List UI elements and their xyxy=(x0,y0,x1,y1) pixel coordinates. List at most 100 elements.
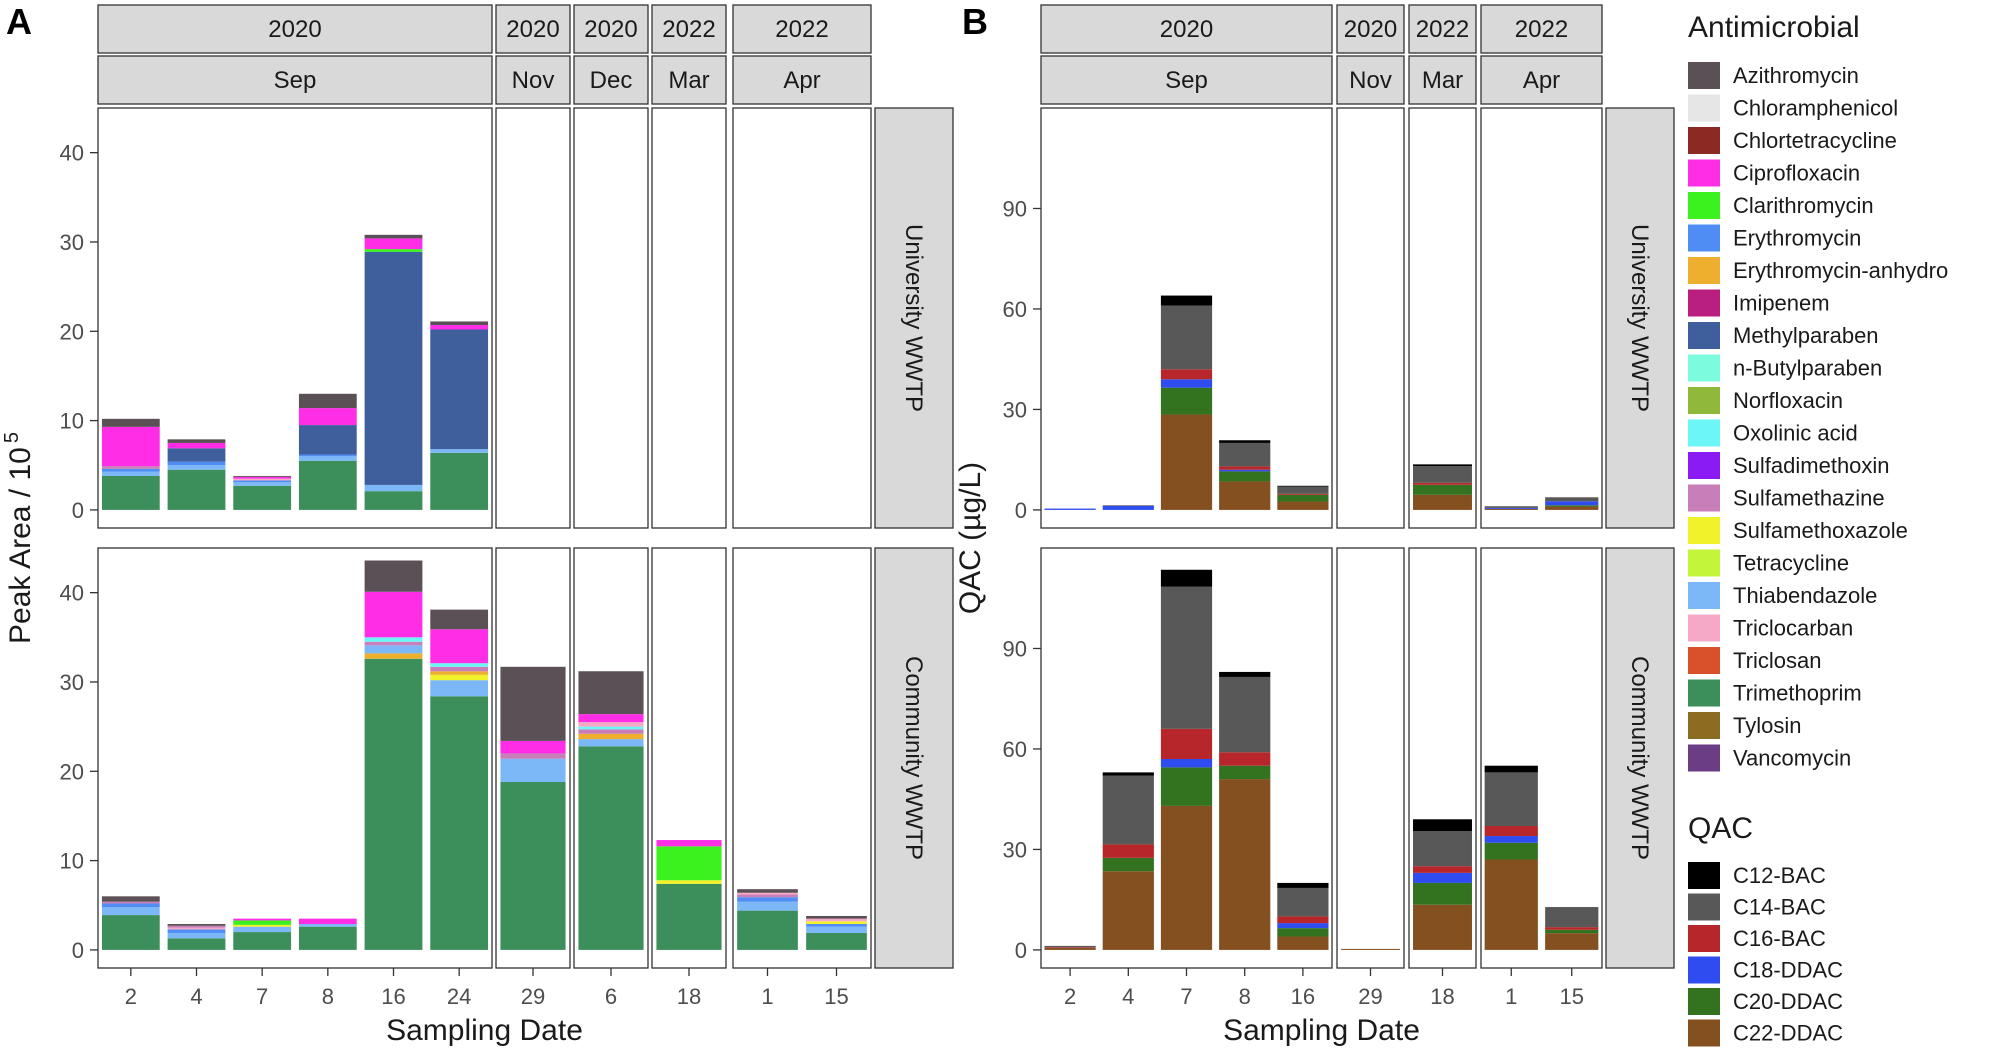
bar-segment-c22-ddac xyxy=(1545,933,1599,950)
bar-segment-c20-ddac xyxy=(1219,765,1271,780)
bar-segment-azithromycin xyxy=(430,321,489,326)
bar-segment-thiabendazole xyxy=(101,471,160,476)
legend-swatch xyxy=(1688,257,1720,284)
bar-segment-c20-ddac xyxy=(1160,767,1213,806)
bar-segment-c16-bac xyxy=(1413,866,1472,873)
facet-month-label: Mar xyxy=(1422,67,1463,94)
bar-segment-c14-bac xyxy=(1219,442,1271,467)
bar-segment-c18-ddac xyxy=(1102,505,1154,510)
facet-strip-year xyxy=(1408,4,1477,54)
panel-b: 2020 Sep 2020 Nov 2022 Mar 2022 Apr 0 30 60 90 Unive… xyxy=(954,4,1675,1047)
bar-segment-azithromycin xyxy=(364,234,423,239)
bar-segment-c12-bac xyxy=(1160,295,1213,306)
facet-panel xyxy=(732,107,872,529)
x-tick-label: 6 xyxy=(605,984,617,1009)
x-tick-label: 4 xyxy=(1122,984,1134,1009)
facet-strip-year xyxy=(573,4,649,54)
y-tick-label: 20 xyxy=(60,759,84,784)
facet-year-label: 2022 xyxy=(775,16,828,43)
bar-segment-c18-ddac xyxy=(1484,507,1538,509)
legend-swatch xyxy=(1688,956,1720,984)
y-axis-title: Peak Area / 10 5 xyxy=(1,432,37,644)
x-tick-label: 7 xyxy=(1180,984,1192,1009)
bar-segment-ciprofloxacin xyxy=(364,591,423,638)
x-tick-label: 15 xyxy=(824,984,848,1009)
bar-segment-c16-bac xyxy=(1044,947,1096,948)
facet-year-label: 2022 xyxy=(662,16,715,43)
bar-segment-sulfamethoxazole xyxy=(430,674,489,681)
legend-swatch xyxy=(1688,614,1720,642)
facet-year-label: 2020 xyxy=(1160,16,1213,43)
panel-letter-a: A xyxy=(6,1,32,42)
facet-month-label: Apr xyxy=(1523,67,1560,94)
bar-segment-thiabendazole xyxy=(500,758,566,783)
bar-segment-thiabendazole xyxy=(364,645,423,654)
legend-label: C20-DDAC xyxy=(1733,989,1843,1014)
bar-segment-thiabendazole xyxy=(298,924,357,927)
bar-segment-c14-bac xyxy=(1545,498,1599,502)
bar-segment-ciprofloxacin xyxy=(500,740,566,754)
x-axis-title: Sampling Date xyxy=(1223,1014,1420,1047)
bar-segment-c18-ddac xyxy=(1545,501,1599,506)
bar-segment-sulfamethazine xyxy=(578,729,644,734)
bar-segment-c16-bac xyxy=(1160,369,1213,380)
bar-segment-c22-ddac xyxy=(1160,414,1213,510)
bar-segment-erythromycin xyxy=(298,454,357,457)
legend-swatch xyxy=(1688,925,1720,952)
y-tick-label: 10 xyxy=(60,409,84,434)
panel-letter-b: B xyxy=(962,1,988,42)
legend-label: Trimethoprim xyxy=(1733,681,1862,706)
y-tick-label: 40 xyxy=(60,141,84,166)
legend-swatch xyxy=(1688,322,1720,349)
bar-segment-triclocarban xyxy=(578,722,644,727)
bar-segment-c14-bac xyxy=(1277,887,1329,917)
legend-title-antimicrobial: Antimicrobial xyxy=(1688,11,1860,44)
bar-segment-azithromycin xyxy=(364,560,423,592)
y-tick-label: 30 xyxy=(60,670,84,695)
bar-segment-erythromycin xyxy=(167,461,226,466)
bar-segment-ciprofloxacin xyxy=(430,325,489,330)
y-tick-label: 60 xyxy=(1003,737,1027,762)
bar-segment-c22-ddac xyxy=(1219,779,1271,950)
y-tick-label: 60 xyxy=(1003,297,1027,322)
facet-strip-year xyxy=(1336,4,1405,54)
x-tick-label: 29 xyxy=(521,984,545,1009)
facet-month-label: Dec xyxy=(590,67,633,94)
facet-strip-year xyxy=(651,4,727,54)
legend-swatch xyxy=(1688,159,1720,187)
legend-label: C18-DDAC xyxy=(1733,958,1843,983)
legend-swatch xyxy=(1688,192,1720,219)
bar-segment-c20-ddac xyxy=(1277,928,1329,937)
facet-month-label: Nov xyxy=(1349,67,1392,94)
facet-year-label: 2020 xyxy=(1344,16,1397,43)
bar-segment-clarithromycin xyxy=(656,846,722,881)
bar-segment-c20-ddac xyxy=(1160,387,1213,415)
bar-segment-c22-ddac xyxy=(1484,508,1538,510)
legend-swatch xyxy=(1688,893,1720,921)
bar-segment-trimethoprim xyxy=(364,491,423,510)
bar-segment-ciprofloxacin xyxy=(233,476,292,479)
facet-strip-month xyxy=(97,55,493,105)
bar-segment-c16-bac xyxy=(1277,916,1329,924)
legend-label: C22-DDAC xyxy=(1733,1021,1843,1046)
facet-strip-year xyxy=(1040,4,1333,54)
bar-segment-c18-ddac xyxy=(1219,469,1271,472)
x-tick-label: 18 xyxy=(1430,984,1454,1009)
bar-segment-sulfamethazine xyxy=(101,901,160,904)
bar-segment-clarithromycin xyxy=(364,249,423,252)
x-tick-label: 18 xyxy=(677,984,701,1009)
legend-label: Triclocarban xyxy=(1733,616,1853,641)
bar-segment-erythromycin xyxy=(806,924,867,927)
bar-segment-c22-ddac xyxy=(1160,805,1213,950)
bar-segment-thiabendazole xyxy=(806,926,867,933)
bar-segment-c22-ddac xyxy=(1277,501,1329,510)
legend-swatch xyxy=(1688,62,1720,89)
bar-segment-c14-bac xyxy=(1044,945,1096,948)
y-axis-title-exponent: 5 xyxy=(1,432,23,443)
bar-segment-azithromycin xyxy=(806,915,867,919)
bar-segment-azithromycin xyxy=(430,609,489,630)
x-tick-label: 8 xyxy=(322,984,334,1009)
legend-swatch xyxy=(1688,1019,1720,1047)
bar-segment-triclocarban xyxy=(806,918,867,922)
bar-segment-c22-ddac xyxy=(1545,506,1599,510)
